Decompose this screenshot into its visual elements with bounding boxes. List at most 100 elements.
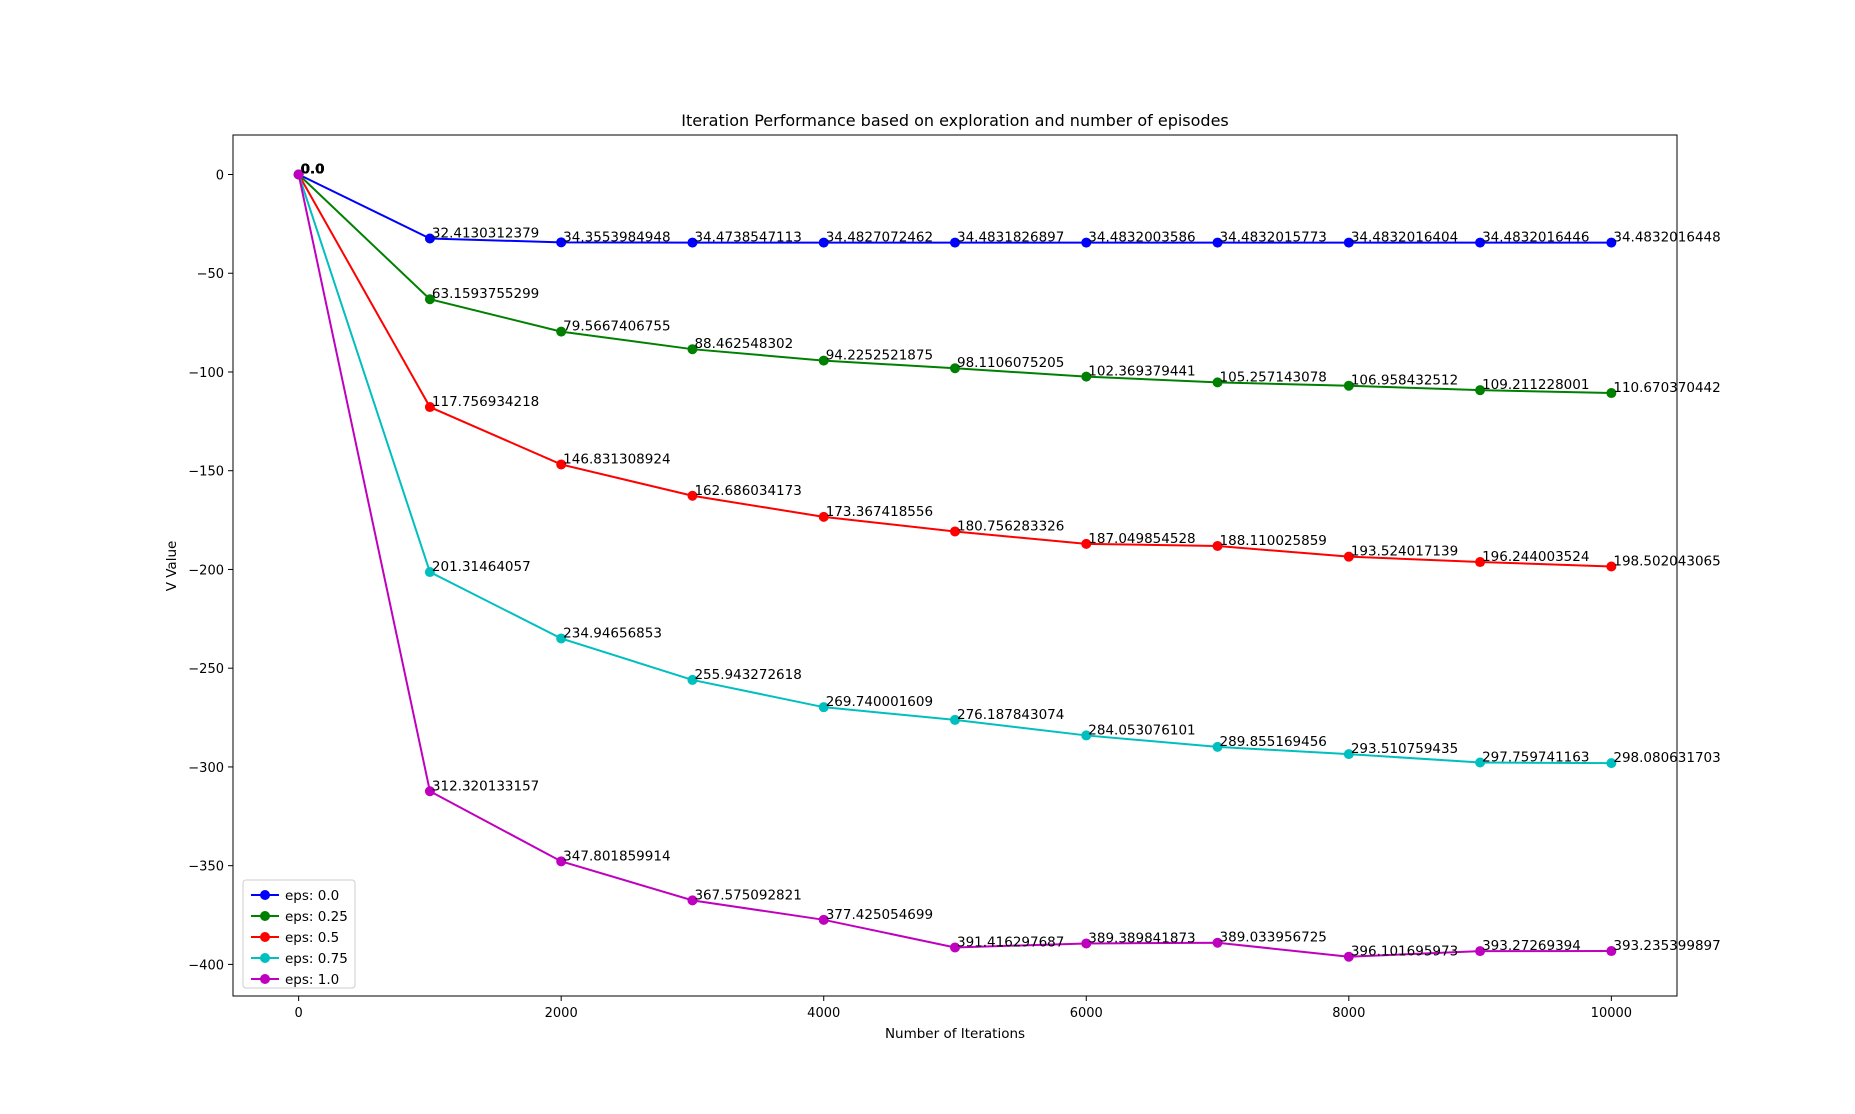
data-label: 110.670370442 (1613, 380, 1720, 396)
data-point (556, 633, 567, 644)
data-label: 391.416297687 (957, 934, 1064, 950)
data-label: 188.110025859 (1220, 533, 1327, 549)
data-label: 396.101695973 (1351, 944, 1458, 960)
data-label: 187.049854528 (1088, 531, 1195, 547)
data-label: 102.369379441 (1088, 364, 1195, 380)
data-label: 276.187843074 (957, 707, 1064, 723)
data-label: 255.943272618 (694, 667, 801, 683)
legend-marker (260, 890, 270, 900)
y-tick-label: −200 (188, 563, 224, 578)
data-label: 34.4738547113 (694, 230, 801, 246)
data-label: 98.1106075205 (957, 355, 1064, 371)
data-label: 34.4832016446 (1482, 230, 1589, 246)
data-label: 146.831308924 (563, 451, 670, 467)
data-point (1606, 758, 1617, 769)
data-label: 389.389841873 (1088, 930, 1195, 946)
legend-item: eps: 0.0 (251, 888, 339, 904)
data-label: 347.801859914 (563, 848, 670, 864)
y-tick-label: −300 (188, 761, 224, 776)
data-point (424, 567, 435, 578)
data-point (1606, 561, 1617, 572)
data-label: 367.575092821 (694, 887, 801, 903)
data-label: 312.320133157 (432, 778, 539, 794)
data-point (1343, 237, 1354, 248)
data-point (1081, 538, 1092, 549)
data-point (1343, 951, 1354, 962)
data-label: 88.462548302 (694, 336, 793, 352)
data-label: 180.756283326 (957, 518, 1064, 534)
data-point (1212, 377, 1223, 388)
data-label: 234.94656853 (563, 625, 662, 641)
x-tick-label: 6000 (1070, 1006, 1103, 1021)
legend-label: eps: 1.0 (285, 972, 339, 988)
data-point (1081, 371, 1092, 382)
data-point (950, 526, 960, 537)
data-point (687, 344, 698, 355)
data-point (1081, 938, 1092, 949)
series-eps-0-5: 0.0 117.756934218 146.831308924 162.6860341… (293, 161, 1721, 572)
data-label: 269.740001609 (826, 694, 933, 710)
y-tick-label: −350 (188, 860, 224, 875)
data-point (1212, 937, 1223, 948)
data-label: 0.0 (301, 161, 325, 177)
data-label: 105.257143078 (1220, 369, 1327, 385)
data-point (424, 402, 435, 413)
x-tick-label: 10000 (1591, 1006, 1632, 1021)
data-point (1475, 946, 1486, 957)
data-point (1212, 237, 1223, 248)
series-eps-0-0: 0.0 32.4130312379 34.3553984948 34.47385471… (293, 161, 1721, 248)
data-point (687, 490, 698, 501)
data-point (556, 237, 567, 248)
y-tick-label: 0 (216, 168, 224, 183)
data-point (950, 237, 960, 248)
legend: eps: 0.0 eps: 0.25 eps: 0.5 eps: 0.75 eps: 1… (242, 879, 356, 989)
data-label: 393.235399897 (1613, 938, 1720, 954)
data-label: 34.4831826897 (957, 230, 1064, 246)
data-point (818, 914, 829, 925)
data-label: 32.4130312379 (432, 226, 539, 242)
plot-frame (232, 134, 1678, 997)
series-line (297, 173, 1612, 395)
series-eps-0-25: 0.0 63.1593755299 79.5667406755 88.46254830… (293, 161, 1721, 399)
data-label: 377.425054699 (826, 907, 933, 923)
legend-label: eps: 0.25 (285, 909, 348, 925)
data-point (1475, 557, 1486, 568)
legend-marker (260, 911, 270, 921)
data-point (1212, 741, 1223, 752)
legend-marker (260, 953, 270, 963)
data-point (1475, 757, 1486, 768)
data-label: 297.759741163 (1482, 750, 1589, 766)
data-label: 298.080631703 (1613, 750, 1720, 766)
data-label: 196.244003524 (1482, 549, 1589, 565)
data-label: 34.4832016448 (1613, 230, 1720, 246)
data-label: 293.510759435 (1351, 741, 1458, 757)
data-point (687, 674, 698, 685)
y-axis: 0 −50 −100 −150 −200 −250 −300 −350 −400 (188, 168, 233, 973)
series-line (297, 174, 1612, 765)
x-tick-label: 2000 (545, 1006, 578, 1021)
data-point (1081, 237, 1092, 248)
data-label: 201.31464057 (432, 559, 531, 575)
x-tick-label: 0 (294, 1006, 302, 1021)
legend-label: eps: 0.0 (285, 888, 339, 904)
x-tick-label: 8000 (1332, 1006, 1365, 1021)
data-point (424, 233, 435, 244)
legend-label: eps: 0.5 (285, 930, 339, 946)
data-point (818, 511, 829, 522)
x-axis: 0 2000 4000 6000 8000 10000 (294, 996, 1632, 1021)
data-point (424, 294, 435, 305)
data-point (1343, 749, 1354, 760)
y-tick-label: −250 (188, 662, 224, 677)
y-tick-label: −50 (197, 267, 224, 282)
data-label: 0.0 (301, 161, 325, 177)
data-label: 198.502043065 (1613, 553, 1720, 569)
data-label: 284.053076101 (1088, 722, 1195, 738)
data-point (818, 237, 829, 248)
data-point (556, 856, 567, 867)
data-point (1343, 551, 1354, 562)
data-label: 106.958432512 (1351, 373, 1458, 389)
data-point (1475, 385, 1486, 396)
data-point (1606, 237, 1617, 248)
data-label: 162.686034173 (694, 483, 801, 499)
data-label: 0.0 (301, 161, 325, 177)
